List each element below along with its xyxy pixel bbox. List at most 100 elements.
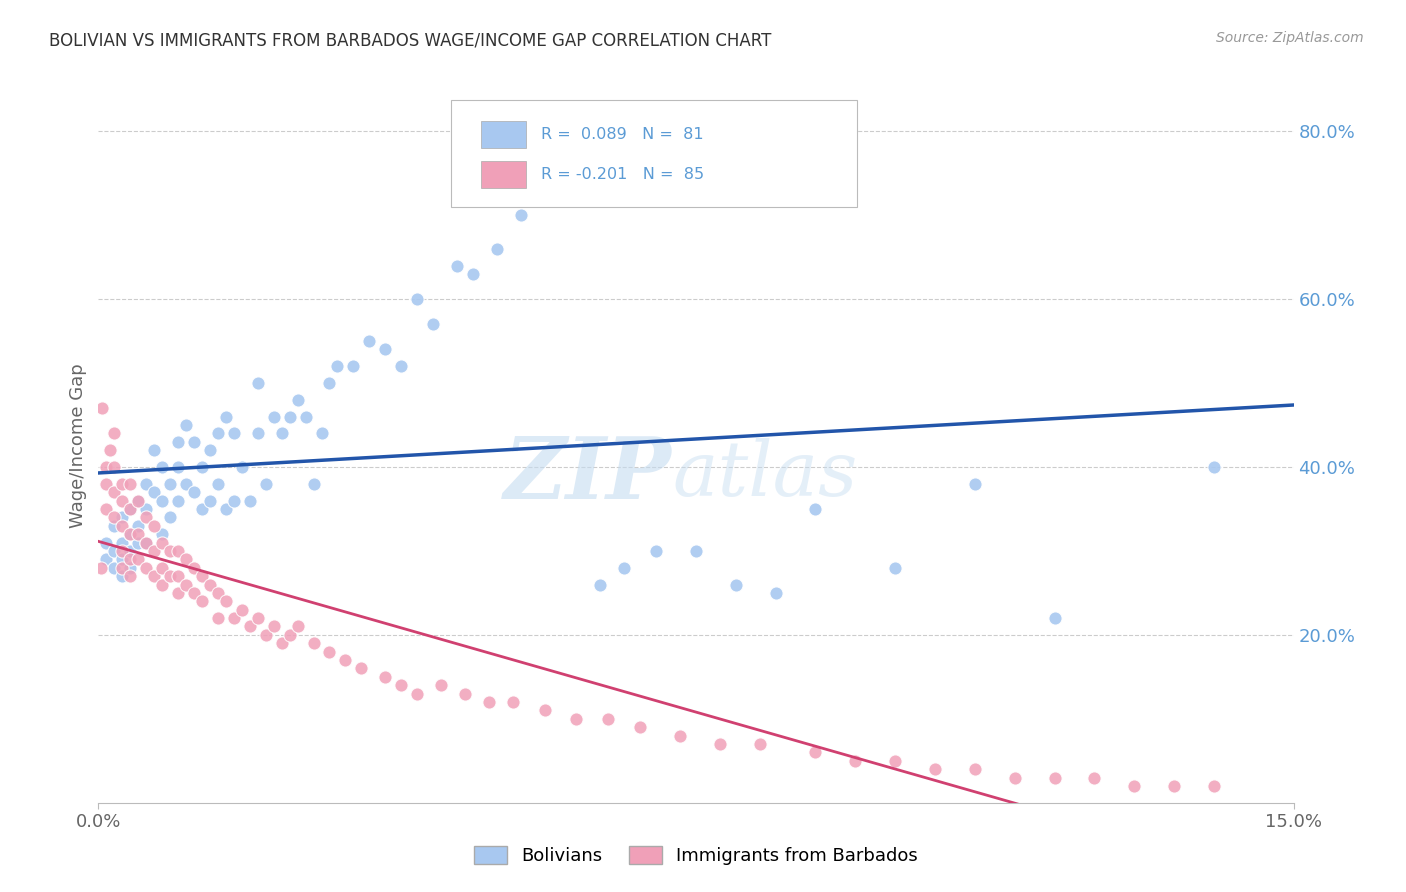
Point [374, 670, 396, 684]
FancyBboxPatch shape [481, 161, 526, 188]
Point [198, 493, 221, 508]
Point [1202, 779, 1225, 793]
Text: R = -0.201   N =  85: R = -0.201 N = 85 [540, 168, 704, 182]
Point [963, 476, 986, 491]
Y-axis label: Wage/Income Gap: Wage/Income Gap [69, 364, 87, 528]
Point [326, 359, 349, 374]
Text: R =  0.089   N =  81: R = 0.089 N = 81 [540, 127, 703, 142]
Point [533, 703, 555, 717]
Point [103, 485, 125, 500]
Point [709, 737, 731, 751]
Point [207, 476, 229, 491]
Point [359, 334, 381, 348]
Point [183, 434, 205, 449]
Point [263, 619, 285, 633]
Point [198, 577, 221, 591]
Point [406, 292, 429, 306]
Point [446, 259, 468, 273]
Point [485, 242, 508, 256]
Point [254, 628, 277, 642]
Point [278, 409, 301, 424]
Point [215, 502, 238, 516]
Point [231, 603, 253, 617]
Point [111, 476, 134, 491]
Point [127, 527, 149, 541]
Point [335, 653, 357, 667]
Point [167, 460, 190, 475]
Point [150, 527, 173, 541]
Point [645, 544, 668, 558]
Point [96, 476, 118, 491]
Point [111, 552, 134, 566]
Point [103, 560, 125, 574]
Point [350, 661, 373, 675]
Point [963, 762, 986, 776]
Point [207, 426, 229, 441]
Point [502, 695, 524, 709]
Point [150, 560, 173, 574]
Point [143, 544, 166, 558]
Point [454, 687, 477, 701]
Point [1163, 779, 1185, 793]
Point [222, 426, 245, 441]
Point [135, 510, 157, 524]
Point [1083, 771, 1105, 785]
Point [1202, 460, 1225, 475]
Point [287, 392, 309, 407]
Point [96, 460, 118, 475]
Point [318, 376, 340, 390]
Point [294, 409, 316, 424]
Point [550, 175, 572, 189]
Point [111, 569, 134, 583]
Point [150, 460, 173, 475]
Point [924, 762, 946, 776]
Text: ZIP: ZIP [505, 433, 672, 516]
Point [215, 409, 238, 424]
Point [302, 636, 325, 650]
Point [191, 594, 214, 608]
Point [1123, 779, 1146, 793]
Point [422, 318, 444, 332]
Point [509, 208, 531, 222]
Point [159, 544, 181, 558]
Point [669, 729, 692, 743]
Point [246, 376, 269, 390]
Point [150, 535, 173, 549]
Point [748, 737, 770, 751]
FancyBboxPatch shape [451, 100, 858, 207]
Point [430, 678, 453, 692]
Point [270, 426, 292, 441]
Point [103, 544, 125, 558]
Point [302, 476, 325, 491]
Point [406, 687, 429, 701]
Point [231, 460, 253, 475]
Point [91, 401, 114, 416]
Point [159, 569, 181, 583]
Point [150, 577, 173, 591]
Point [167, 569, 190, 583]
Point [263, 409, 285, 424]
Point [1004, 771, 1026, 785]
Point [111, 544, 134, 558]
Point [526, 191, 548, 205]
Point [183, 586, 205, 600]
Point [191, 502, 214, 516]
Point [685, 544, 707, 558]
Point [127, 493, 149, 508]
Point [103, 460, 125, 475]
Point [135, 476, 157, 491]
Point [120, 552, 142, 566]
Point [342, 359, 364, 374]
Point [1043, 611, 1066, 625]
Point [150, 493, 173, 508]
Point [103, 518, 125, 533]
Point [127, 518, 149, 533]
Point [844, 754, 866, 768]
Text: Source: ZipAtlas.com: Source: ZipAtlas.com [1216, 31, 1364, 45]
Point [174, 552, 197, 566]
Point [374, 343, 396, 357]
Point [120, 527, 142, 541]
Point [143, 485, 166, 500]
Legend: Bolivians, Immigrants from Barbados: Bolivians, Immigrants from Barbados [467, 838, 925, 872]
Point [191, 460, 214, 475]
